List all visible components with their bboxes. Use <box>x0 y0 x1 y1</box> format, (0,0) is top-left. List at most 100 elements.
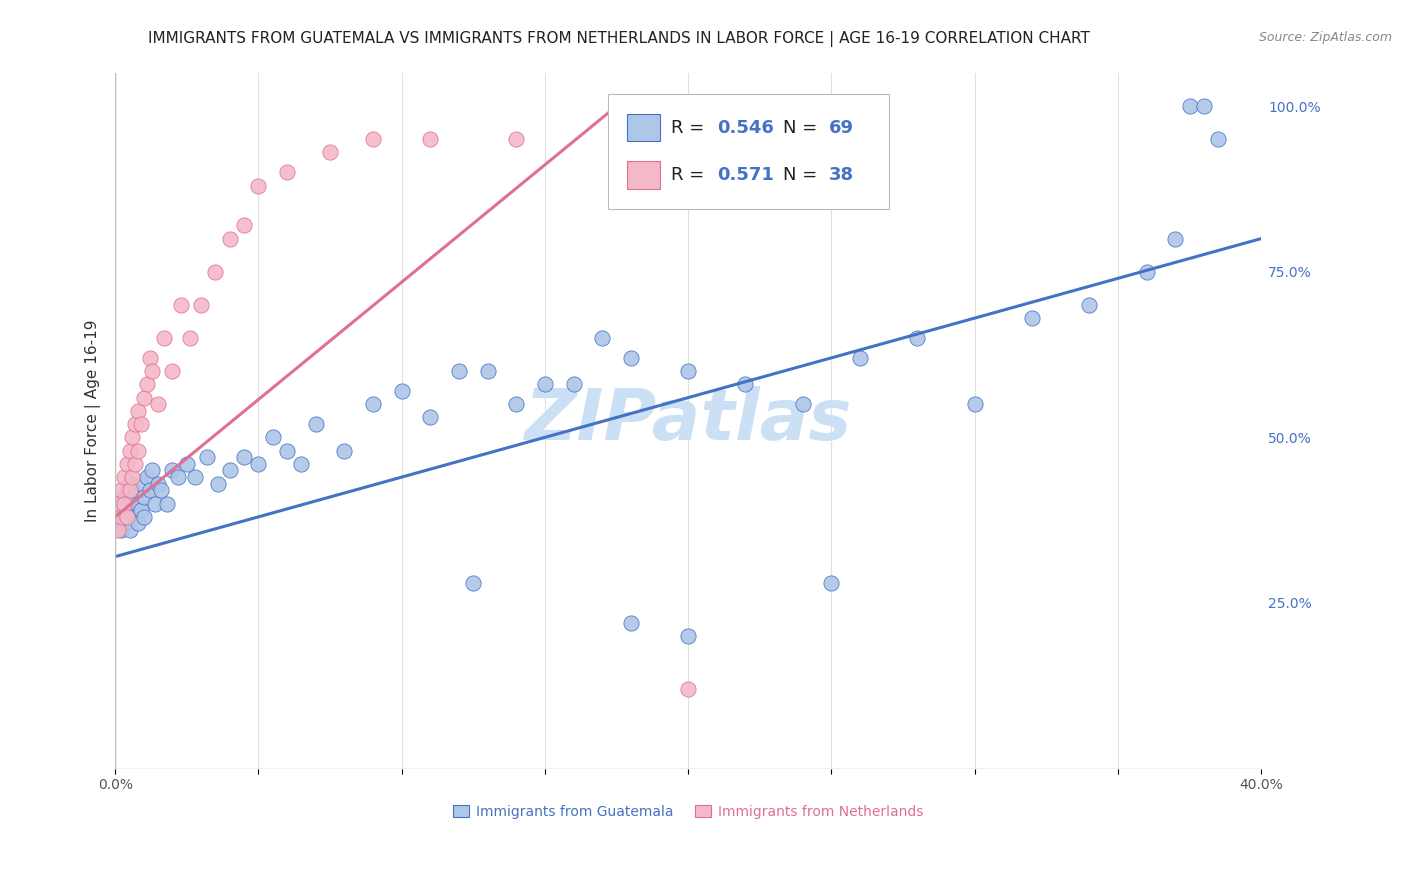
Point <box>676 682 699 697</box>
Point <box>734 377 756 392</box>
Text: 38: 38 <box>830 166 855 184</box>
Point <box>110 523 132 537</box>
Text: 0.546: 0.546 <box>717 119 773 136</box>
Text: R =: R = <box>671 119 710 136</box>
Point <box>1135 265 1157 279</box>
Point <box>132 490 155 504</box>
Point <box>419 132 441 146</box>
Point <box>146 397 169 411</box>
Text: 0.571: 0.571 <box>717 166 773 184</box>
Point <box>115 483 138 498</box>
Point <box>110 497 132 511</box>
Point <box>127 404 149 418</box>
Point <box>591 331 613 345</box>
Point <box>127 443 149 458</box>
Point <box>849 351 872 365</box>
Point <box>129 417 152 431</box>
Point <box>112 497 135 511</box>
Point <box>391 384 413 398</box>
Point <box>1021 311 1043 326</box>
Text: IMMIGRANTS FROM GUATEMALA VS IMMIGRANTS FROM NETHERLANDS IN LABOR FORCE | AGE 16: IMMIGRANTS FROM GUATEMALA VS IMMIGRANTS … <box>148 31 1090 47</box>
Point <box>112 503 135 517</box>
Point <box>141 364 163 378</box>
Point <box>333 443 356 458</box>
Point <box>112 470 135 484</box>
Point <box>124 509 146 524</box>
Point <box>534 377 557 392</box>
Point <box>419 410 441 425</box>
Point <box>121 430 143 444</box>
Point <box>127 497 149 511</box>
Point <box>620 351 643 365</box>
Point <box>132 391 155 405</box>
Bar <box>627 161 659 189</box>
Point <box>276 165 298 179</box>
Point <box>121 483 143 498</box>
Point <box>676 364 699 378</box>
Point <box>1178 99 1201 113</box>
Point <box>135 377 157 392</box>
Legend: Immigrants from Guatemala, Immigrants from Netherlands: Immigrants from Guatemala, Immigrants fr… <box>447 799 929 824</box>
Point <box>141 463 163 477</box>
Text: ZIPatlas: ZIPatlas <box>524 386 852 455</box>
Point <box>562 377 585 392</box>
Point <box>118 476 141 491</box>
Text: R =: R = <box>671 166 710 184</box>
Text: Source: ZipAtlas.com: Source: ZipAtlas.com <box>1258 31 1392 45</box>
Bar <box>627 113 659 142</box>
Point <box>218 231 240 245</box>
Point <box>606 112 628 127</box>
Point <box>110 509 132 524</box>
Point <box>820 576 842 591</box>
Point <box>463 576 485 591</box>
Point <box>124 417 146 431</box>
Point <box>112 516 135 531</box>
Point <box>124 457 146 471</box>
Point <box>792 397 814 411</box>
Point <box>118 523 141 537</box>
Point <box>477 364 499 378</box>
Point <box>179 331 201 345</box>
Point <box>361 132 384 146</box>
Point <box>620 615 643 630</box>
Point <box>107 509 129 524</box>
Point <box>207 476 229 491</box>
Point <box>156 497 179 511</box>
Point <box>112 490 135 504</box>
Point <box>905 331 928 345</box>
Point <box>118 483 141 498</box>
Point <box>290 457 312 471</box>
Point <box>262 430 284 444</box>
Point <box>127 516 149 531</box>
Point <box>190 298 212 312</box>
Point <box>247 457 270 471</box>
Point <box>138 351 160 365</box>
Point <box>218 463 240 477</box>
Point <box>505 132 527 146</box>
Point <box>319 145 342 160</box>
Point <box>1192 99 1215 113</box>
Point <box>110 483 132 498</box>
Point <box>135 470 157 484</box>
Text: 69: 69 <box>830 119 853 136</box>
Point <box>1078 298 1101 312</box>
FancyBboxPatch shape <box>607 94 889 209</box>
Point <box>143 497 166 511</box>
Text: N =: N = <box>783 166 824 184</box>
Y-axis label: In Labor Force | Age 16-19: In Labor Force | Age 16-19 <box>86 319 101 522</box>
Point <box>447 364 470 378</box>
Point <box>676 629 699 643</box>
Point <box>107 523 129 537</box>
Point <box>176 457 198 471</box>
Point <box>233 450 256 465</box>
Point <box>153 331 176 345</box>
Point <box>233 219 256 233</box>
Point <box>121 503 143 517</box>
Point <box>115 509 138 524</box>
Point <box>963 397 986 411</box>
Point <box>129 503 152 517</box>
Point <box>118 443 141 458</box>
Point <box>132 509 155 524</box>
Point <box>162 463 184 477</box>
Point <box>1164 231 1187 245</box>
